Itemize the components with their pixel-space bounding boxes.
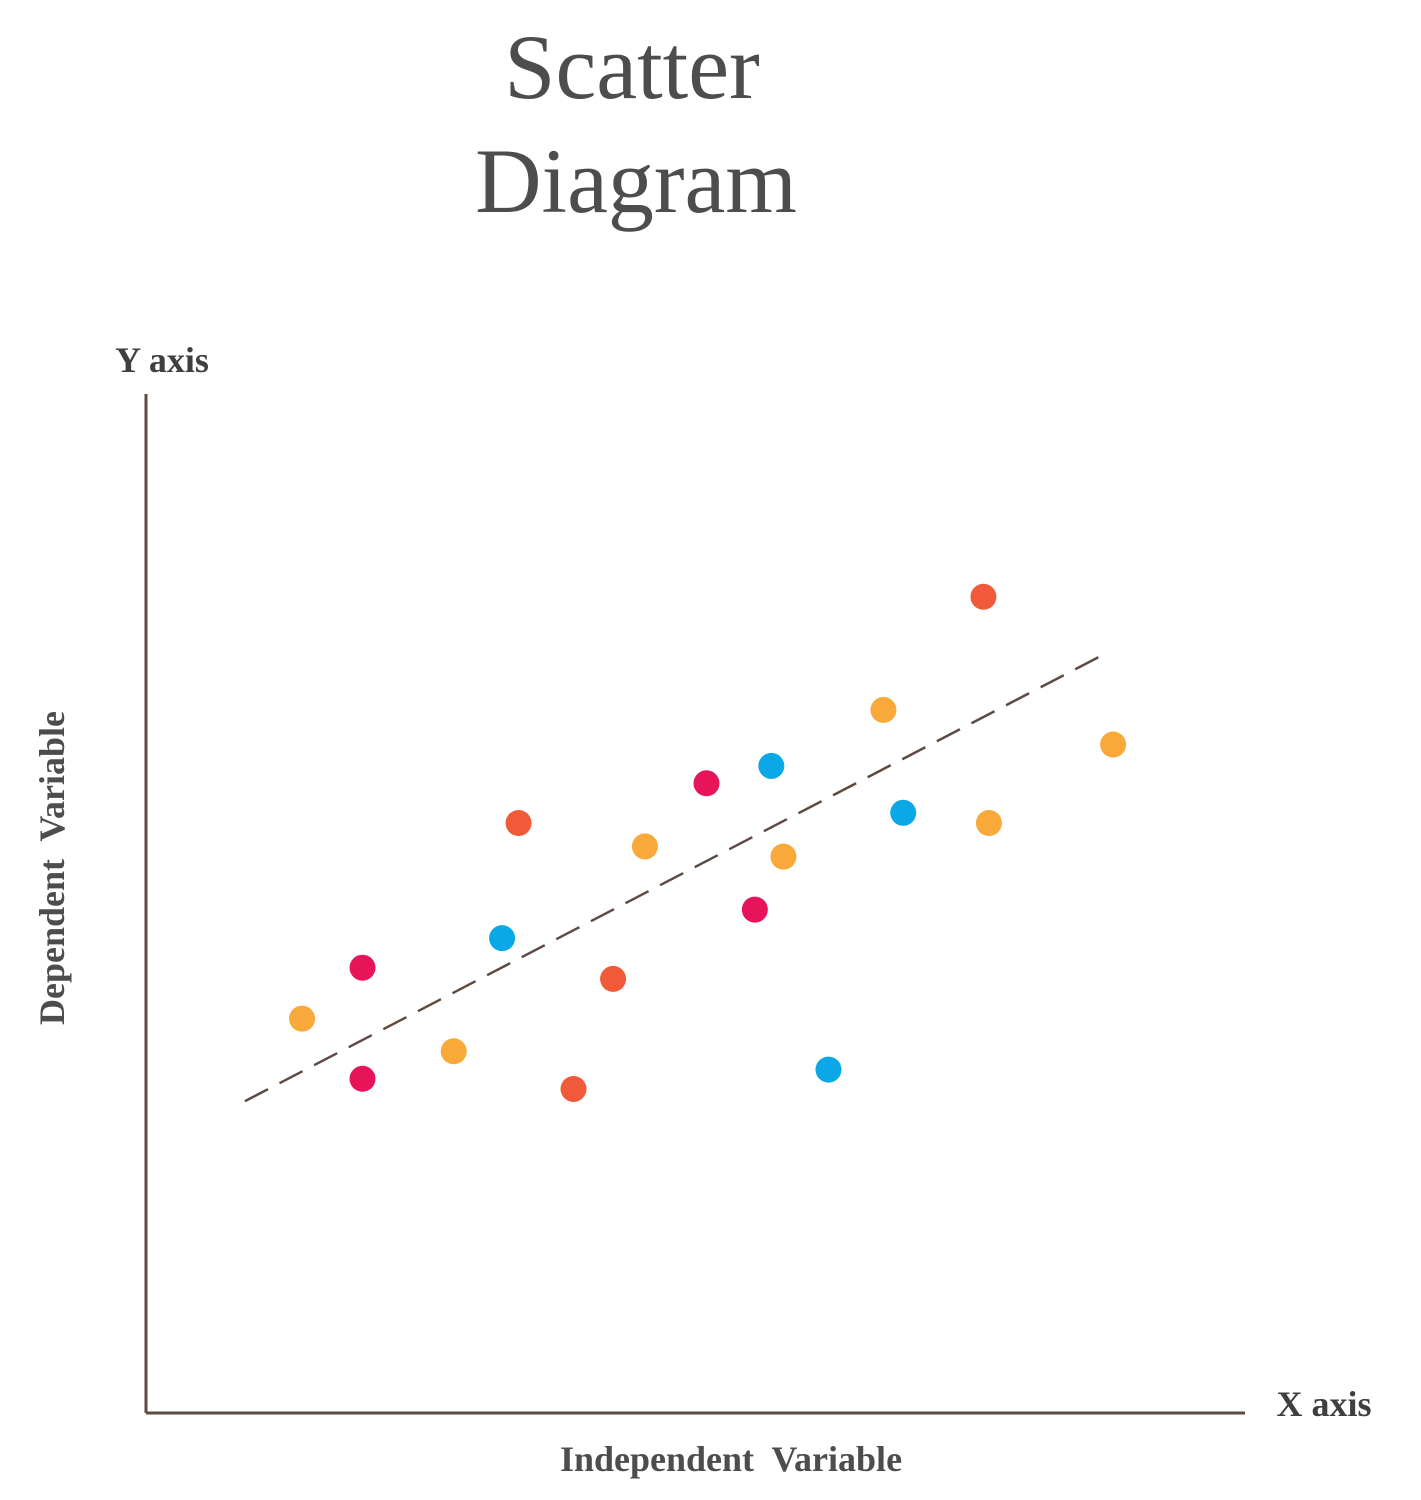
data-point-8 (600, 965, 627, 992)
x-axis-label: Independent Variable (560, 1439, 902, 1479)
chart-title-line-1: Scatter (504, 16, 759, 118)
data-point-1 (289, 1005, 316, 1032)
data-point-14 (815, 1056, 842, 1083)
data-point-3 (349, 1065, 376, 1092)
data-point-9 (631, 833, 658, 860)
data-point-6 (505, 809, 532, 836)
data-point-12 (758, 752, 785, 779)
data-point-13 (770, 843, 797, 870)
data-point-10 (693, 770, 720, 797)
x-axis-caption: X axis (1276, 1384, 1371, 1424)
data-point-16 (890, 799, 917, 826)
data-point-5 (489, 925, 516, 952)
trend-line (244, 650, 1110, 1103)
chart-title-line-2: Diagram (475, 130, 797, 232)
data-point-19 (1100, 731, 1127, 758)
data-point-17 (970, 583, 997, 610)
data-point-2 (349, 954, 376, 981)
data-point-15 (870, 696, 897, 723)
y-axis-caption: Y axis (115, 340, 209, 380)
data-point-11 (741, 896, 768, 923)
y-axis-label: Dependent Variable (32, 711, 72, 1025)
data-points (289, 583, 1127, 1102)
data-point-18 (975, 809, 1002, 836)
data-point-7 (560, 1075, 587, 1102)
data-point-4 (440, 1038, 467, 1065)
